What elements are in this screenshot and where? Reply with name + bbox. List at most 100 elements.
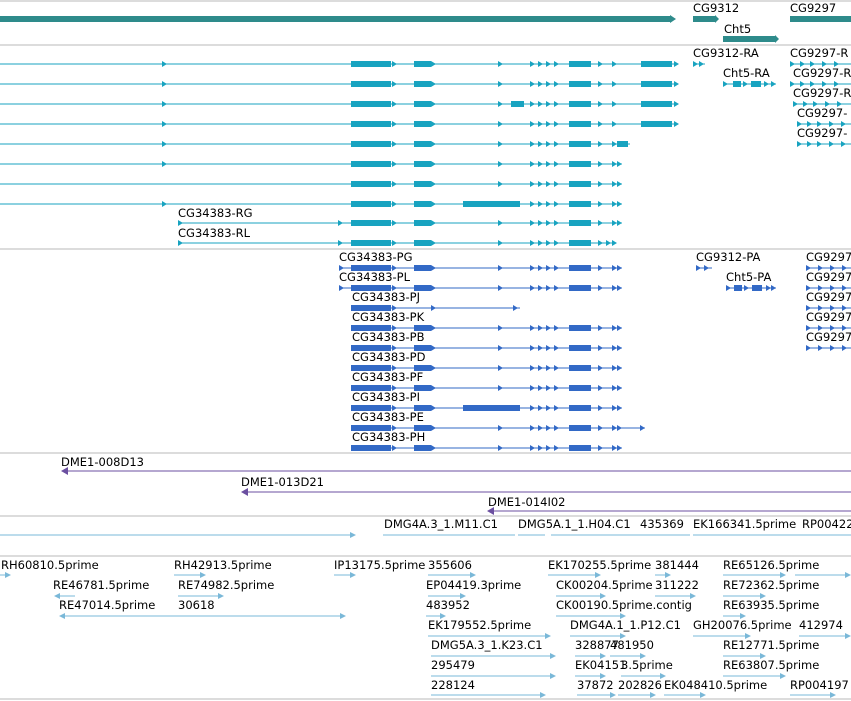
- protein-label[interactable]: CG34383-PG: [339, 250, 413, 264]
- transcript-row[interactable]: [178, 220, 622, 226]
- est-feature[interactable]: [723, 613, 746, 619]
- est-label[interactable]: RE46781.5prime: [53, 578, 149, 592]
- est-label[interactable]: 381444: [655, 558, 699, 572]
- transcript-label[interactable]: CG9297-: [797, 106, 847, 120]
- est-feature[interactable]: [556, 613, 626, 619]
- est-feature[interactable]: [664, 692, 706, 698]
- protein-row[interactable]: [806, 305, 851, 311]
- est-label[interactable]: 202826: [618, 678, 662, 692]
- est-feature[interactable]: [655, 593, 696, 599]
- est-label[interactable]: RE74982.5prime: [178, 578, 274, 592]
- protein-label[interactable]: CG34383-PL: [339, 270, 411, 284]
- est-label[interactable]: RE72362.5prime: [723, 578, 819, 592]
- transcript-row[interactable]: [790, 81, 851, 87]
- est-label[interactable]: RE47014.5prime: [59, 598, 155, 612]
- transcript-row[interactable]: [0, 161, 622, 167]
- protein-row[interactable]: [351, 345, 622, 351]
- protein-row[interactable]: [696, 265, 712, 271]
- est-feature[interactable]: [548, 572, 601, 578]
- protein-label[interactable]: CG34383-PD: [352, 350, 426, 364]
- protein-label[interactable]: CG9297: [806, 310, 851, 324]
- protein-row[interactable]: [351, 425, 645, 431]
- est-feature[interactable]: [610, 653, 646, 659]
- transcript-row[interactable]: [693, 61, 705, 67]
- est-label[interactable]: RH42913.5prime: [174, 558, 272, 572]
- cdna-label[interactable]: EK166341.5prime: [693, 517, 796, 531]
- est-label[interactable]: 328877: [575, 638, 619, 652]
- est-label[interactable]: GH20076.5prime: [693, 618, 792, 632]
- transcript-label[interactable]: CG9297-R: [793, 66, 851, 80]
- transcript-label[interactable]: CG34383-RL: [178, 226, 251, 240]
- protein-label[interactable]: CG9297: [806, 330, 851, 344]
- est-feature[interactable]: [799, 633, 851, 639]
- est-feature[interactable]: [428, 572, 476, 578]
- transcript-row[interactable]: [797, 121, 851, 127]
- est-feature[interactable]: [693, 633, 751, 639]
- est-feature[interactable]: [334, 572, 356, 578]
- protein-row[interactable]: [806, 285, 851, 291]
- est-feature[interactable]: [0, 572, 11, 578]
- est-label[interactable]: DMG5A.3_1.K23.C1: [431, 638, 543, 652]
- est-label[interactable]: 228124: [431, 678, 475, 692]
- gene-cht5-bar[interactable]: [723, 36, 775, 42]
- est-feature[interactable]: [723, 653, 766, 659]
- protein-row[interactable]: [806, 265, 851, 271]
- protein-row[interactable]: [806, 345, 851, 351]
- est-label[interactable]: EK179552.5prime: [428, 618, 531, 632]
- protein-row[interactable]: [351, 325, 622, 331]
- protein-label[interactable]: CG34383-PI: [352, 390, 420, 404]
- est-feature[interactable]: [577, 692, 616, 698]
- est-label[interactable]: 355606: [428, 558, 472, 572]
- transcript-row[interactable]: [0, 61, 679, 67]
- est-label[interactable]: DMG4A.1_1.P12.C1: [570, 618, 681, 632]
- protein-row[interactable]: [726, 285, 776, 291]
- est-label[interactable]: CK00204.5prime: [556, 578, 653, 592]
- est-feature[interactable]: [575, 653, 606, 659]
- est-feature[interactable]: [575, 673, 606, 679]
- protein-row[interactable]: [351, 365, 622, 371]
- protein-row[interactable]: [351, 305, 520, 311]
- est-label[interactable]: 311222: [655, 578, 699, 592]
- clone-label[interactable]: DME1-013D21: [241, 475, 324, 489]
- protein-label[interactable]: CG34383-PF: [352, 370, 423, 384]
- transcript-row[interactable]: [723, 81, 776, 87]
- est-label[interactable]: 37872: [577, 678, 614, 692]
- transcript-label[interactable]: Cht5-RA: [723, 66, 770, 80]
- clone-label[interactable]: DME1-014I02: [488, 495, 566, 509]
- est-label[interactable]: EK170255.5prime: [548, 558, 651, 572]
- est-feature[interactable]: [178, 593, 224, 599]
- transcript-row[interactable]: [0, 101, 679, 107]
- est-feature[interactable]: [431, 653, 556, 659]
- gene-cg34383-bar[interactable]: [0, 16, 670, 22]
- cdna-label[interactable]: DMG4A.3_1.M11.C1: [384, 517, 498, 531]
- est-label[interactable]: 3.5prime: [621, 658, 673, 672]
- transcript-row[interactable]: [0, 181, 622, 187]
- est-feature[interactable]: [621, 673, 666, 679]
- clone-label[interactable]: DME1-008D13: [61, 455, 144, 469]
- est-label[interactable]: RE65126.5prime: [723, 558, 819, 572]
- protein-label[interactable]: CG34383-PH: [352, 430, 425, 444]
- cdna-label[interactable]: RP00422: [802, 517, 851, 531]
- gene-cg9312-bar[interactable]: [693, 16, 715, 22]
- est-label[interactable]: 30618: [178, 598, 215, 612]
- est-label[interactable]: 483952: [426, 598, 470, 612]
- transcript-row[interactable]: [0, 201, 622, 207]
- est-feature[interactable]: [723, 593, 766, 599]
- est-feature[interactable]: [723, 572, 786, 578]
- protein-row[interactable]: [351, 445, 622, 451]
- transcript-row[interactable]: [0, 141, 630, 147]
- est-feature[interactable]: [655, 572, 671, 578]
- transcript-row[interactable]: [797, 141, 851, 147]
- transcript-row[interactable]: [793, 101, 851, 107]
- protein-row[interactable]: [339, 285, 622, 291]
- transcript-label[interactable]: CG9297-: [797, 126, 847, 140]
- protein-label[interactable]: CG34383-PJ: [352, 290, 420, 304]
- cdna-label[interactable]: DMG5A.1_1.H04.C1: [518, 517, 631, 531]
- est-feature[interactable]: [428, 593, 466, 599]
- est-label[interactable]: EP04419.3prime: [426, 578, 521, 592]
- est-label[interactable]: RE63807.5prime: [723, 658, 819, 672]
- est-label[interactable]: CK00190.5prime.contig: [556, 598, 692, 612]
- est-feature[interactable]: [790, 692, 836, 698]
- est-feature[interactable]: [426, 613, 446, 619]
- transcript-row[interactable]: [0, 121, 679, 127]
